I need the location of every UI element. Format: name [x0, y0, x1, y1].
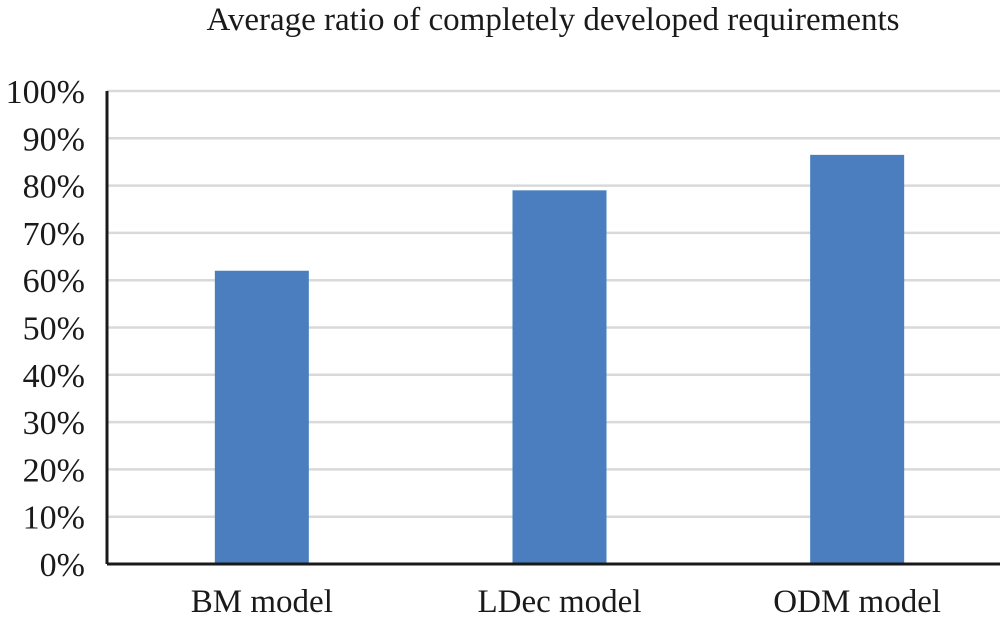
y-tick-label: 50%: [23, 311, 85, 348]
y-tick-label: 70%: [23, 216, 85, 253]
y-tick-label: 100%: [6, 74, 85, 111]
y-tick-label: 90%: [23, 121, 85, 158]
y-tick-label: 10%: [23, 500, 85, 537]
chart-title: Average ratio of completely developed re…: [206, 2, 899, 38]
bar-odm-model: [810, 154, 905, 565]
y-tick-label: 20%: [23, 452, 85, 489]
axes: [105, 91, 1000, 566]
y-tick-label: 60%: [23, 263, 85, 300]
y-tick-label: 80%: [23, 169, 85, 206]
bars: [214, 154, 905, 565]
x-category-label: ODM model: [773, 584, 941, 620]
y-tick-label: 40%: [23, 358, 85, 395]
x-category-labels: BM model LDec model ODM model: [191, 584, 941, 620]
x-category-label: LDec model: [477, 584, 641, 620]
bar-ldec-model: [512, 190, 607, 564]
y-tick-label: 30%: [23, 405, 85, 442]
y-tick-label: 0%: [40, 547, 85, 584]
x-category-label: BM model: [191, 584, 333, 620]
y-tick-labels: 0% 10% 20% 30% 40% 50% 60% 70% 80% 90% 100%: [6, 74, 85, 584]
bar-bm-model: [214, 270, 309, 564]
